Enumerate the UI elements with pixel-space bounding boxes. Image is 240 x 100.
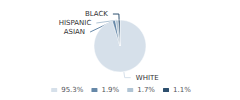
svg-text:ASIAN: ASIAN bbox=[64, 28, 85, 36]
svg-text:WHITE: WHITE bbox=[136, 74, 159, 82]
svg-text:1.7%: 1.7% bbox=[137, 86, 155, 94]
svg-text:1.1%: 1.1% bbox=[173, 86, 191, 94]
svg-text:1.9%: 1.9% bbox=[101, 86, 119, 94]
svg-text:95.3%: 95.3% bbox=[61, 86, 84, 94]
svg-text:HISPANIC: HISPANIC bbox=[59, 19, 92, 27]
svg-text:BLACK: BLACK bbox=[85, 10, 108, 18]
